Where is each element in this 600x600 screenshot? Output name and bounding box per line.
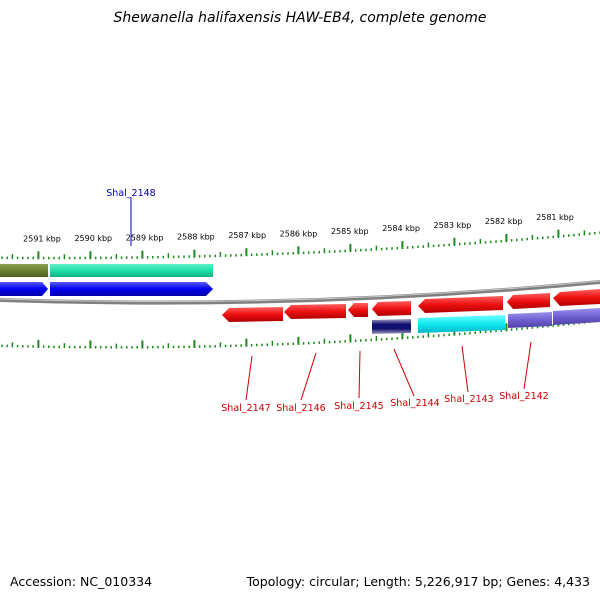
kbp-label: 2582 kbp (485, 217, 523, 226)
callout-shal-2142 (523, 341, 532, 390)
kbp-label: 2588 kbp (177, 233, 215, 242)
label-shal-2142[interactable]: Shal_2142 (499, 391, 548, 402)
label-shal-2145[interactable]: Shal_2145 (334, 401, 383, 412)
genome-backbone (0, 280, 600, 305)
label-shal-2148[interactable]: Shal_2148 (106, 188, 155, 199)
gene-arrow-reverse-edge[interactable] (553, 289, 600, 306)
gene-arrow-shal-2143[interactable] (418, 296, 503, 313)
kbp-label: 2591 kbp (23, 234, 61, 243)
cog-bar-purple-2 (553, 308, 600, 325)
kbp-label: 2589 kbp (126, 234, 164, 243)
genome-backbone-highlight (0, 280, 600, 303)
label-shal-2143[interactable]: Shal_2143 (444, 394, 493, 405)
gene-arrow-shal-2147[interactable] (222, 307, 283, 322)
label-shal-2146[interactable]: Shal_2146 (276, 403, 325, 414)
cog-bar-olive (0, 264, 48, 277)
kbp-label: 2590 kbp (74, 234, 112, 243)
gene-arrow-shal-2145[interactable] (348, 303, 368, 317)
gene-arrow-shal-2146[interactable] (284, 304, 346, 319)
accession-text: Accession: NC_010334 (10, 574, 153, 589)
cog-bar-purple-1 (508, 312, 552, 328)
cog-bar-cyan (418, 315, 505, 333)
cog-bar-teal (50, 264, 213, 277)
kbp-label: 2587 kbp (228, 231, 266, 240)
kbp-label: 2586 kbp (280, 229, 318, 238)
gene-arrow-forward[interactable] (0, 282, 48, 296)
kbp-label: 2581 kbp (536, 213, 574, 222)
callout-shal-2146 (300, 352, 317, 401)
callout-shal-2147 (245, 355, 253, 401)
callout-shal-2143 (461, 345, 469, 393)
cog-bar-navy (372, 319, 411, 334)
kbp-scale: 2591 kbp 2590 kbp 2589 kbp 2588 kbp 2587 kbp… (1, 213, 600, 349)
gene-arrow-shal-2144[interactable] (372, 301, 411, 316)
gene-arrow-shal-2148[interactable] (50, 282, 213, 296)
callout-shal-2144 (393, 348, 415, 397)
genome-summary-text: Topology: circular; Length: 5,226,917 bp… (246, 574, 590, 589)
genome-title: Shewanella halifaxensis HAW-EB4, complet… (113, 10, 487, 26)
kbp-label: 2584 kbp (382, 224, 420, 233)
kbp-label: 2583 kbp (434, 221, 472, 230)
callout-shal-2145 (358, 350, 361, 399)
kbp-label: 2585 kbp (331, 227, 369, 236)
label-shal-2144[interactable]: Shal_2144 (390, 398, 439, 409)
label-shal-2147[interactable]: Shal_2147 (221, 403, 270, 414)
gene-arrow-shal-2142[interactable] (507, 293, 550, 309)
outer-tick-arc (1, 229, 600, 260)
